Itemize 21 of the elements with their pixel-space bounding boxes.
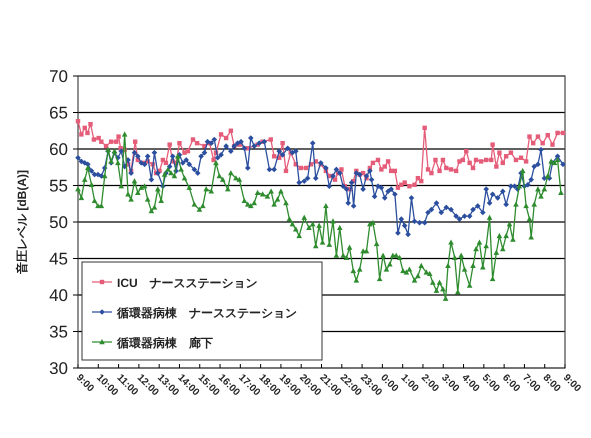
y-tick-label: 65 <box>49 104 68 122</box>
x-tick-label: 1:00 <box>398 372 421 395</box>
y-axis-title: 音圧レベル [dB(A)] <box>15 170 29 275</box>
x-tick-label: 3:00 <box>439 372 462 395</box>
x-tick-label: 2:00 <box>418 372 442 395</box>
x-tick-label: 8:00 <box>540 372 563 395</box>
x-tick-label: 9:00 <box>560 372 584 395</box>
y-tick-label: 70 <box>49 67 68 86</box>
y-tick-label: 55 <box>49 176 68 196</box>
x-tick-label: 4:00 <box>459 372 482 395</box>
y-tick-label: 30 <box>49 359 68 378</box>
x-tick-label: 9:00 <box>74 372 96 395</box>
legend-label: ICU ナースステーション <box>117 276 258 290</box>
legend-label: 循環器病棟 ナースステーション <box>116 306 297 320</box>
y-tick-label: 40 <box>49 286 68 305</box>
legend-label: 循環器病棟 廊下 <box>116 336 213 350</box>
y-tick-label: 60 <box>49 140 68 159</box>
x-tick-label: 6:00 <box>500 372 522 395</box>
y-tick-label: 50 <box>49 213 68 232</box>
y-tick-label: 45 <box>49 250 68 268</box>
y-tick-label: 35 <box>49 322 68 342</box>
